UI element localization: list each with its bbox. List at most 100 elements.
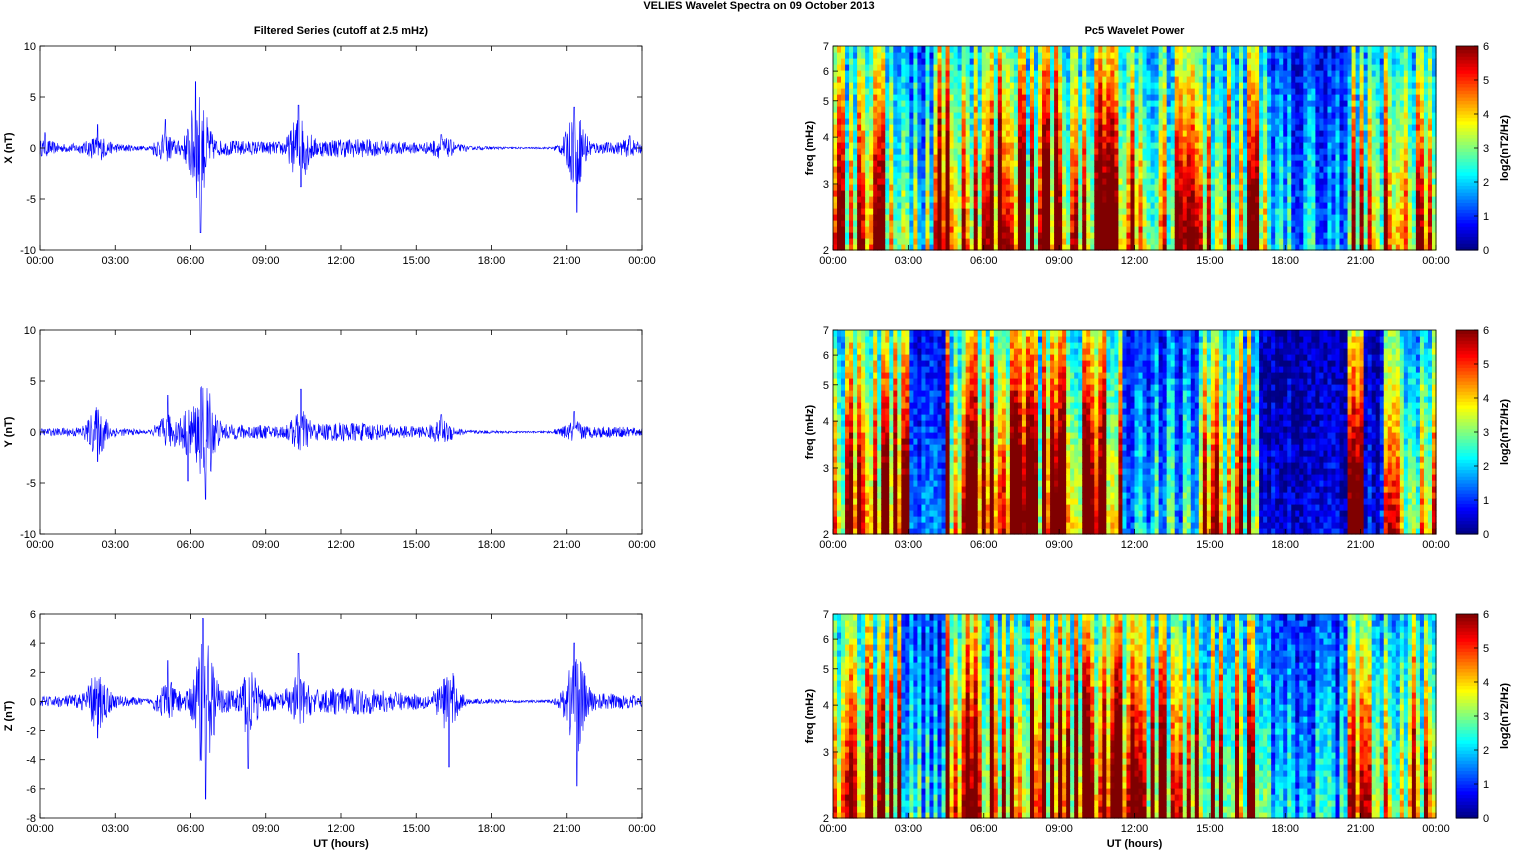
heatmap-cell (1054, 124, 1059, 131)
heatmap-cell (1198, 196, 1204, 203)
heatmap-cell (881, 130, 886, 137)
heatmap-cell (1050, 166, 1055, 173)
heatmap-cell (949, 124, 955, 131)
heatmap-cell (1078, 58, 1083, 65)
heatmap-cell (1090, 232, 1095, 239)
heatmap-cell (1222, 118, 1228, 125)
heatmap-cell (1029, 94, 1035, 101)
heatmap-cell (837, 214, 842, 221)
heatmap-cell (1295, 244, 1300, 251)
heatmap-cell (1214, 196, 1220, 203)
heatmap-cell (1122, 196, 1128, 203)
heatmap-cell (1363, 112, 1369, 119)
heatmap-cell (1017, 106, 1023, 113)
heatmap-cell (1403, 166, 1409, 173)
heatmap-cell (1283, 112, 1288, 119)
heatmap-cell (1263, 196, 1268, 203)
heatmap-cell (893, 124, 898, 131)
heatmap-cell (1098, 100, 1103, 107)
heatmap-cell (1347, 142, 1353, 149)
heatmap-cell (1387, 184, 1393, 191)
heatmap-cell (1098, 136, 1103, 143)
heatmap-cell (1263, 130, 1268, 137)
heatmap-cell (937, 244, 943, 251)
heatmap-cell (897, 178, 902, 185)
heatmap-cell (1094, 190, 1099, 197)
heatmap-cell (897, 112, 902, 119)
heatmap-cell (1263, 232, 1268, 239)
heatmap-cell (1387, 100, 1393, 107)
heatmap-cell (1323, 238, 1329, 245)
heatmap-cell (921, 202, 927, 209)
heatmap-cell (1074, 64, 1079, 71)
heatmap-cell (969, 124, 975, 131)
heatmap-cell (1319, 202, 1325, 209)
heatmap-cell (1154, 46, 1160, 53)
heatmap-cell (1319, 184, 1325, 191)
heatmap-cell (917, 76, 923, 83)
heatmap-cell (1275, 124, 1280, 131)
heatmap-cell (1138, 172, 1144, 179)
heatmap-cell (989, 208, 995, 215)
heatmap-cell (1347, 106, 1353, 113)
heatmap-cell (865, 238, 870, 245)
heatmap-cell (1247, 118, 1252, 125)
heatmap-cell (969, 190, 975, 197)
heatmap-cell (881, 64, 886, 71)
heatmap-cell (1243, 220, 1248, 227)
heatmap-cell (1190, 52, 1196, 59)
heatmap-cell (833, 106, 838, 113)
heatmap-cell (1158, 130, 1164, 137)
heatmap-cell (845, 130, 850, 137)
heatmap-cell (1315, 238, 1321, 245)
heatmap-cell (841, 208, 846, 215)
heatmap-cell (881, 88, 886, 95)
heatmap-cell (1263, 100, 1268, 107)
heatmap-cell (865, 172, 870, 179)
heatmap-cell (877, 52, 882, 59)
heatmap-cell (1106, 208, 1111, 215)
heatmap-cell (977, 220, 983, 227)
heatmap-cell (1214, 232, 1220, 239)
heatmap-cell (1267, 166, 1272, 173)
heatmap-cell (1387, 142, 1393, 149)
heatmap-cell (1114, 52, 1120, 59)
heatmap-cell (1150, 88, 1156, 95)
heatmap-cell (1391, 70, 1397, 77)
heatmap-cell (1118, 94, 1124, 101)
heatmap-cell (1066, 238, 1071, 245)
heatmap-cell (1186, 220, 1192, 227)
heatmap-cell (1142, 172, 1148, 179)
heatmap-cell (937, 226, 943, 233)
heatmap-cell (977, 88, 983, 95)
heatmap-cell (1287, 148, 1292, 155)
heatmap-cell (917, 154, 923, 161)
heatmap-cell (1038, 184, 1043, 191)
heatmap-cell (929, 94, 935, 101)
heatmap-cell (1013, 124, 1019, 131)
heatmap-cell (977, 136, 983, 143)
heatmap-cell (1054, 46, 1059, 53)
heatmap-cell (1395, 154, 1401, 161)
heatmap-cell (1138, 190, 1144, 197)
heatmap-cell (1371, 238, 1377, 245)
heatmap-cell (885, 184, 890, 191)
heatmap-cell (1355, 214, 1361, 221)
heatmap-cell (949, 58, 955, 65)
heatmap-cell (1375, 130, 1381, 137)
heatmap-cell (1078, 220, 1083, 227)
heatmap-cell (1154, 136, 1160, 143)
heatmap-cell (1158, 76, 1164, 83)
heatmap-cell (1387, 124, 1393, 131)
heatmap-cell (1239, 118, 1244, 125)
heatmap-cell (969, 244, 975, 251)
heatmap-cell (1291, 232, 1296, 239)
heatmap-cell (1343, 76, 1349, 83)
heatmap-cell (1013, 160, 1019, 167)
heatmap-cell (1218, 172, 1224, 179)
heatmap-cell (1162, 226, 1168, 233)
heatmap-cell (861, 94, 866, 101)
heatmap-cell (973, 88, 979, 95)
heatmap-cell (1202, 130, 1208, 137)
heatmap-cell (1025, 58, 1031, 65)
